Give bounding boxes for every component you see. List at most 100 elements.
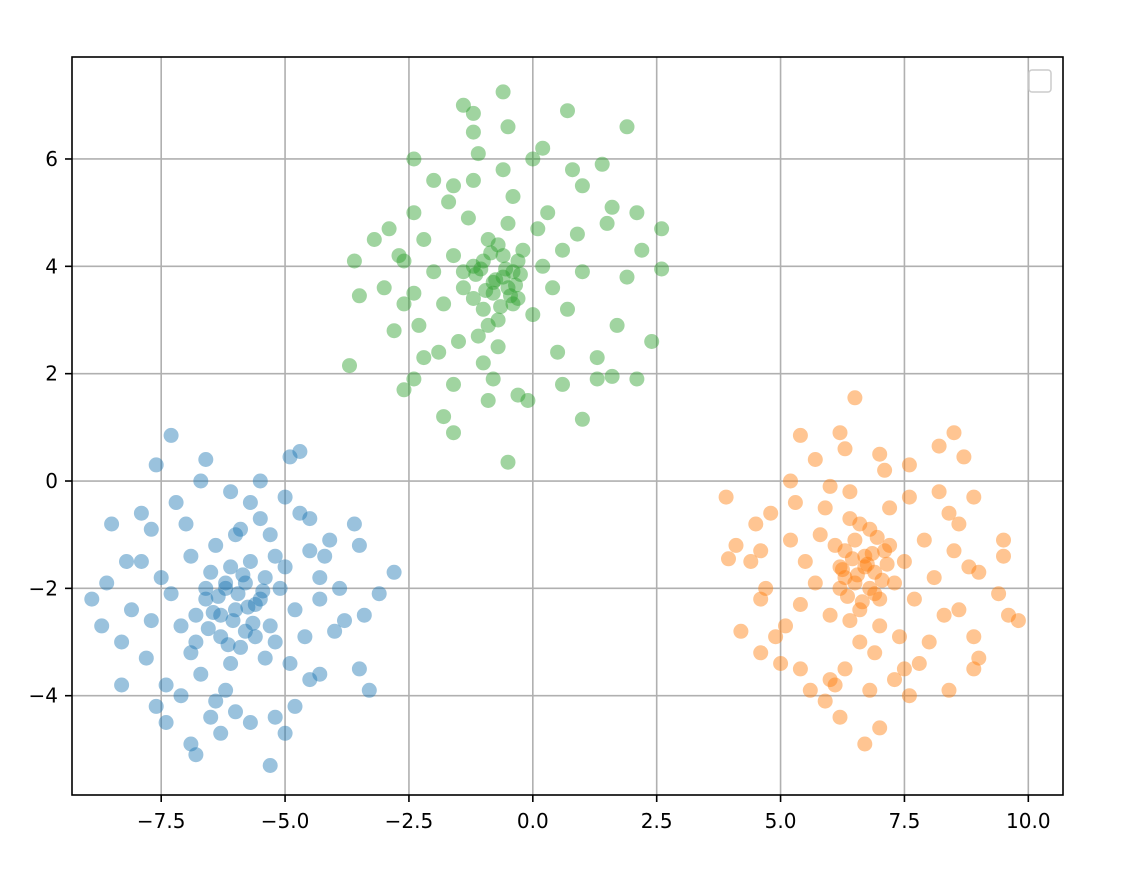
scatter-point: [257, 650, 273, 666]
scatter-point: [495, 162, 511, 178]
scatter-point: [376, 280, 392, 296]
scatter-point: [493, 299, 509, 315]
scatter-point: [242, 495, 258, 510]
scatter-point: [277, 725, 293, 741]
scatter-point: [163, 586, 179, 602]
scatter-point: [292, 505, 308, 521]
scatter-point: [168, 495, 184, 510]
scatter-series-2: [718, 390, 1026, 752]
scatter-point: [386, 564, 402, 580]
scatter-point: [835, 562, 850, 578]
x-tick-label: −2.5: [385, 809, 434, 833]
scatter-point: [351, 661, 367, 677]
scatter-point: [882, 500, 898, 516]
scatter-point: [512, 266, 528, 282]
scatter-point: [728, 537, 744, 553]
scatter-point: [455, 280, 471, 296]
scatter-point: [753, 543, 769, 559]
scatter-point: [252, 591, 268, 607]
scatter-point: [832, 709, 848, 725]
axis-ticks: −7.5 −5.0 −2.5 0.0 2.5 5.0 7.5 10.0 −4 −2 0 2 4 6: [29, 147, 1051, 833]
scatter-point: [971, 564, 987, 580]
scatter-point: [282, 656, 298, 671]
scatter-point: [148, 698, 164, 714]
scatter-point: [475, 355, 491, 371]
scatter-point: [490, 339, 506, 355]
scatter-point: [396, 382, 412, 398]
scatter-point: [847, 532, 863, 548]
scatter-point: [277, 559, 293, 575]
scatter-point: [852, 602, 868, 618]
y-tick-label: −2: [29, 576, 58, 600]
scatter-point: [783, 532, 798, 548]
scatter-point: [478, 283, 494, 298]
scatter-point: [840, 588, 855, 604]
scatter-point: [505, 264, 521, 280]
scatter-point: [817, 500, 833, 516]
scatter-point: [346, 516, 362, 532]
legend-box: [1028, 69, 1052, 93]
scatter-point: [842, 484, 858, 500]
scatter-point: [475, 301, 491, 317]
scatter-point: [574, 411, 590, 427]
scatter-point: [753, 591, 769, 607]
scatter-point: [877, 462, 893, 478]
scatter-point: [565, 162, 580, 178]
scatter-point: [346, 253, 362, 269]
scatter-point: [778, 618, 793, 634]
scatter-point: [931, 484, 947, 500]
scatter-point: [133, 554, 149, 569]
scatter-point: [911, 656, 927, 671]
scatter-point: [503, 288, 518, 304]
scatter-point: [495, 248, 511, 264]
scatter-point: [743, 554, 759, 569]
scatter-point: [488, 272, 504, 288]
scatter-point: [431, 344, 447, 360]
scatter-point: [887, 672, 902, 688]
scatter-point: [446, 178, 461, 194]
scatter-point: [426, 264, 442, 280]
scatter-point: [485, 285, 501, 301]
scatter-point: [133, 505, 149, 521]
scatter-point: [847, 390, 863, 406]
scatter-point: [262, 527, 278, 543]
scatter-point: [233, 639, 248, 655]
scatter-point: [242, 554, 258, 569]
scatter-point: [104, 516, 120, 532]
x-tick-label: −5.0: [261, 809, 310, 833]
scatter-point: [287, 602, 303, 618]
scatter-point: [391, 248, 407, 264]
scatter-point: [465, 124, 481, 140]
scatter-point: [247, 597, 263, 612]
scatter-point: [198, 591, 214, 607]
scatter-point: [228, 527, 243, 543]
y-tick-label: 0: [45, 469, 58, 493]
scatter-point: [951, 516, 967, 532]
scatter-point: [203, 564, 219, 580]
scatter-point: [490, 312, 506, 328]
scatter-point: [255, 583, 271, 599]
scatter-point: [302, 543, 318, 559]
scatter-point: [465, 291, 481, 306]
scatter-point: [574, 264, 590, 280]
scatter-point: [193, 473, 209, 489]
scatter-point: [446, 425, 461, 441]
scatter-point: [205, 605, 221, 620]
scatter-point: [758, 580, 774, 596]
scatter-point: [262, 758, 278, 773]
scatter-point: [874, 572, 890, 588]
scatter-point: [859, 556, 875, 572]
scatter-point: [218, 682, 234, 698]
scatter-point: [560, 301, 575, 317]
scatter-point: [946, 425, 962, 441]
scatter-point: [351, 288, 367, 304]
scatter-point: [763, 505, 779, 521]
scatter-point: [748, 516, 764, 532]
scatter-point: [946, 543, 962, 559]
scatter-point: [996, 532, 1011, 548]
scatter-point: [753, 645, 769, 661]
scatter-point: [508, 277, 523, 293]
scatter-point: [257, 570, 273, 586]
x-tick-label: 7.5: [889, 809, 921, 833]
